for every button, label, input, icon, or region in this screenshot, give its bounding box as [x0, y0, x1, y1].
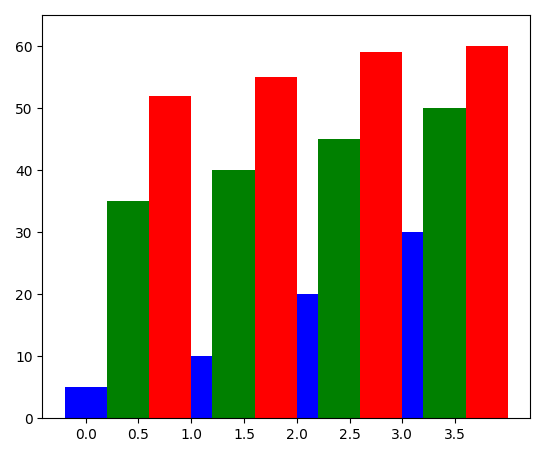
Bar — [276, 294, 318, 418]
Bar — [423, 108, 465, 418]
Bar — [255, 77, 296, 418]
Bar — [213, 170, 255, 418]
Bar — [360, 52, 402, 418]
Bar — [149, 96, 191, 418]
Bar — [318, 139, 360, 418]
Bar — [465, 46, 508, 418]
Bar — [381, 232, 423, 418]
Bar — [170, 356, 213, 418]
Bar — [64, 387, 107, 418]
Bar — [107, 201, 149, 418]
